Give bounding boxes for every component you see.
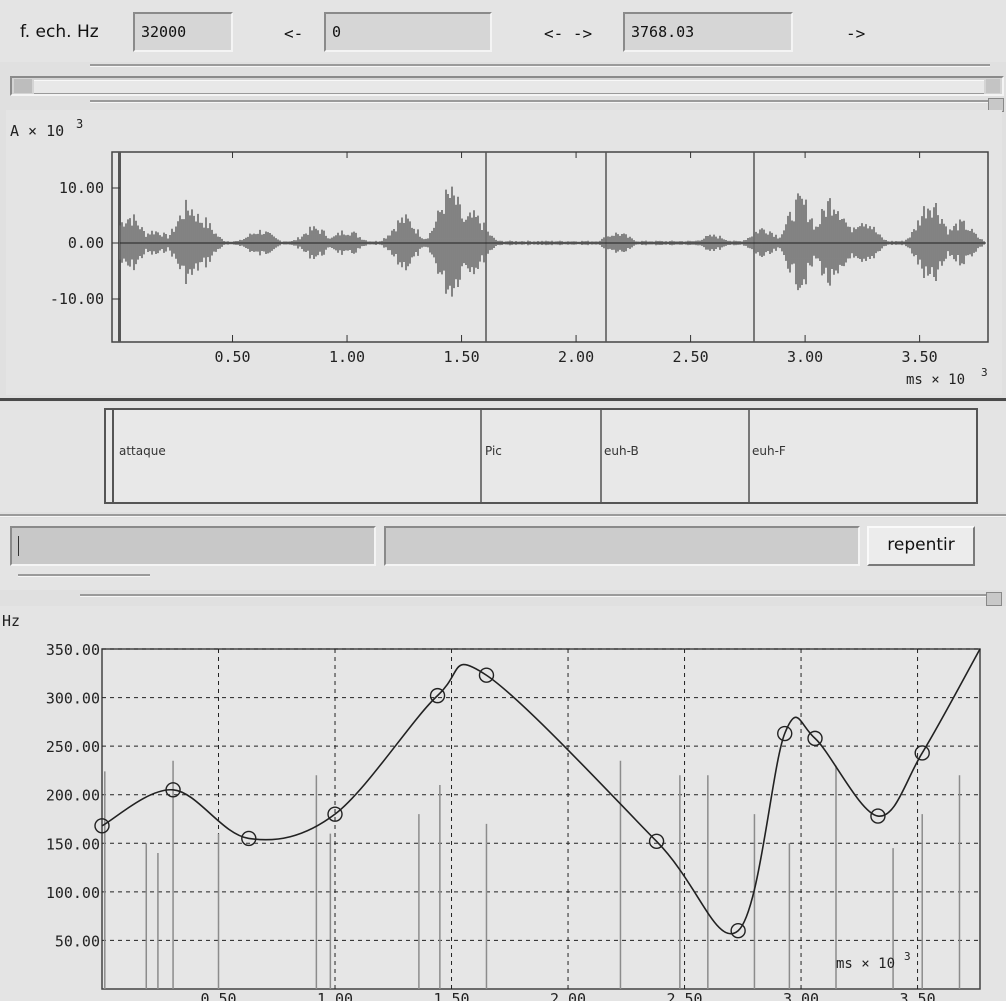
pitch-target-points[interactable] xyxy=(94,667,930,939)
tier-start-marker xyxy=(112,410,114,502)
x-tick-label: 1.00 xyxy=(329,348,365,366)
scrollbar-divider xyxy=(90,100,990,103)
y-tick-label: 0.00 xyxy=(68,234,104,252)
segment-label: euh-F xyxy=(752,444,786,458)
waveform-plot[interactable]: A × 10 3 10.00 0.00 -10.00 0.50 1.00 1.50 2.0… xyxy=(6,110,1002,395)
segment-panel: attaque Pic euh-B euh-F xyxy=(0,402,1006,512)
edit-bar: repentir xyxy=(0,518,1006,590)
x-tick-label: 2.00 xyxy=(558,348,594,366)
pitch-target-point[interactable] xyxy=(870,808,886,824)
pitch-x-axis: 0.50 1.00 1.50 2.00 2.50 3.00 3.50 xyxy=(200,990,935,1001)
x-tick-label: 3.00 xyxy=(787,348,823,366)
scroll-left-button[interactable]: <- xyxy=(284,24,304,43)
segment-label: Pic xyxy=(485,444,502,458)
scrollbar-right-handle[interactable] xyxy=(986,79,1000,93)
x-tick-label: 0.50 xyxy=(214,348,250,366)
pitch-target-point[interactable] xyxy=(327,806,343,822)
scroll-right-button[interactable]: -> xyxy=(846,24,866,43)
pane-sash-bottom[interactable] xyxy=(986,592,1002,606)
waveform-x-unit: ms × 10 xyxy=(906,372,965,388)
smoothed-f0-line xyxy=(101,648,981,935)
toolbar: f. ech. Hz 32000 <- 0 <- -> 3768.03 -> xyxy=(0,0,1006,62)
x-tick-label: 2.50 xyxy=(673,348,709,366)
y-tick-label: 300.00 xyxy=(46,690,100,708)
segment-divider xyxy=(0,514,1006,517)
pitch-frame xyxy=(101,648,981,990)
scrollbar-left-handle[interactable] xyxy=(14,79,32,93)
pitch-plot[interactable]: Hz 350.00 300.00 250.00 200.00 150.00 100.00 5… xyxy=(0,606,1006,1001)
segment-boundary[interactable] xyxy=(600,410,602,502)
x-tick-label: 1.00 xyxy=(317,990,353,1001)
pitch-y-axis: 350.00 300.00 250.00 200.00 150.00 100.00 50.0… xyxy=(46,641,100,950)
segment-label-input[interactable] xyxy=(10,526,376,566)
y-tick-label: 200.00 xyxy=(46,787,100,805)
y-tick-label: 250.00 xyxy=(46,738,100,756)
y-tick-label: 100.00 xyxy=(46,884,100,902)
waveform-y-axis: 10.00 0.00 -10.00 xyxy=(50,179,120,308)
time-scrollbar[interactable] xyxy=(10,76,1004,96)
waveform-divider xyxy=(0,398,1006,401)
waveform-y-unit-exp: 3 xyxy=(76,117,83,131)
pitch-target-point[interactable] xyxy=(94,818,110,834)
x-tick-label: 0.50 xyxy=(200,990,236,1001)
segment-boundary[interactable] xyxy=(480,410,482,502)
y-tick-label: 10.00 xyxy=(59,179,104,197)
zoom-both-button[interactable]: <- -> xyxy=(544,24,593,43)
x-tick-label: 3.00 xyxy=(783,990,819,1001)
pitch-raw-curve xyxy=(104,760,961,989)
pitch-target-point[interactable] xyxy=(807,730,823,747)
pitch-grid xyxy=(102,648,980,989)
start-time-field[interactable]: 0 xyxy=(324,12,492,52)
text-caret xyxy=(18,536,19,556)
pitch-x-unit-exp: 3 xyxy=(904,950,911,963)
toolbar-divider xyxy=(90,64,990,67)
pitch-smoothed-curve xyxy=(101,648,981,935)
y-tick-label: 150.00 xyxy=(46,835,100,853)
status-field xyxy=(384,526,860,566)
pitch-target-point[interactable] xyxy=(648,833,665,850)
pitch-target-point[interactable] xyxy=(165,782,181,798)
pitch-x-unit: ms × 10 xyxy=(836,956,895,972)
waveform-y-unit: A × 10 xyxy=(10,122,64,140)
pitch-divider xyxy=(80,594,990,597)
pitch-panel: Hz 350.00 300.00 250.00 200.00 150.00 100.00 5… xyxy=(0,606,1006,1001)
waveform-x-unit-exp: 3 xyxy=(981,366,988,379)
end-time-field[interactable]: 3768.03 xyxy=(623,12,793,52)
pitch-y-unit: Hz xyxy=(2,612,20,630)
pitch-target-point[interactable] xyxy=(914,745,930,761)
segment-pic[interactable]: Pic xyxy=(482,410,600,502)
y-tick-label: -10.00 xyxy=(50,290,104,308)
x-tick-label: 1.50 xyxy=(433,990,469,1001)
x-tick-label: 3.50 xyxy=(902,348,938,366)
edit-bar-underline xyxy=(18,574,150,577)
x-tick-label: 3.50 xyxy=(899,990,935,1001)
pitch-target-point[interactable] xyxy=(478,667,495,683)
pitch-target-point[interactable] xyxy=(429,687,446,704)
segment-euh-f[interactable]: euh-F xyxy=(750,410,974,502)
segment-attaque[interactable]: attaque xyxy=(116,410,480,502)
x-tick-label: 2.50 xyxy=(666,990,702,1001)
pitch-target-point[interactable] xyxy=(777,725,793,742)
waveform-x-axis: 0.50 1.00 1.50 2.00 2.50 3.00 3.50 xyxy=(214,152,938,366)
pitch-target-point[interactable] xyxy=(241,830,257,847)
segment-euh-b[interactable]: euh-B xyxy=(602,410,746,502)
x-tick-label: 2.00 xyxy=(550,990,586,1001)
segment-label: attaque xyxy=(119,444,166,458)
y-tick-label: 350.00 xyxy=(46,641,100,659)
segment-boundary[interactable] xyxy=(748,410,750,502)
pitch-target-point[interactable] xyxy=(730,923,746,939)
undo-button[interactable]: repentir xyxy=(867,526,975,566)
sample-rate-label: f. ech. Hz xyxy=(20,22,99,42)
y-tick-label: 50.00 xyxy=(55,932,100,950)
segment-tier[interactable]: attaque Pic euh-B euh-F xyxy=(104,408,978,504)
sample-rate-field[interactable]: 32000 xyxy=(133,12,233,52)
x-tick-label: 1.50 xyxy=(443,348,479,366)
waveform-signal xyxy=(119,186,986,297)
segment-label: euh-B xyxy=(604,444,639,458)
waveform-panel: A × 10 3 10.00 0.00 -10.00 0.50 1.00 1.50 2.0… xyxy=(6,110,1002,395)
scrollbar-thumb[interactable] xyxy=(34,80,984,94)
